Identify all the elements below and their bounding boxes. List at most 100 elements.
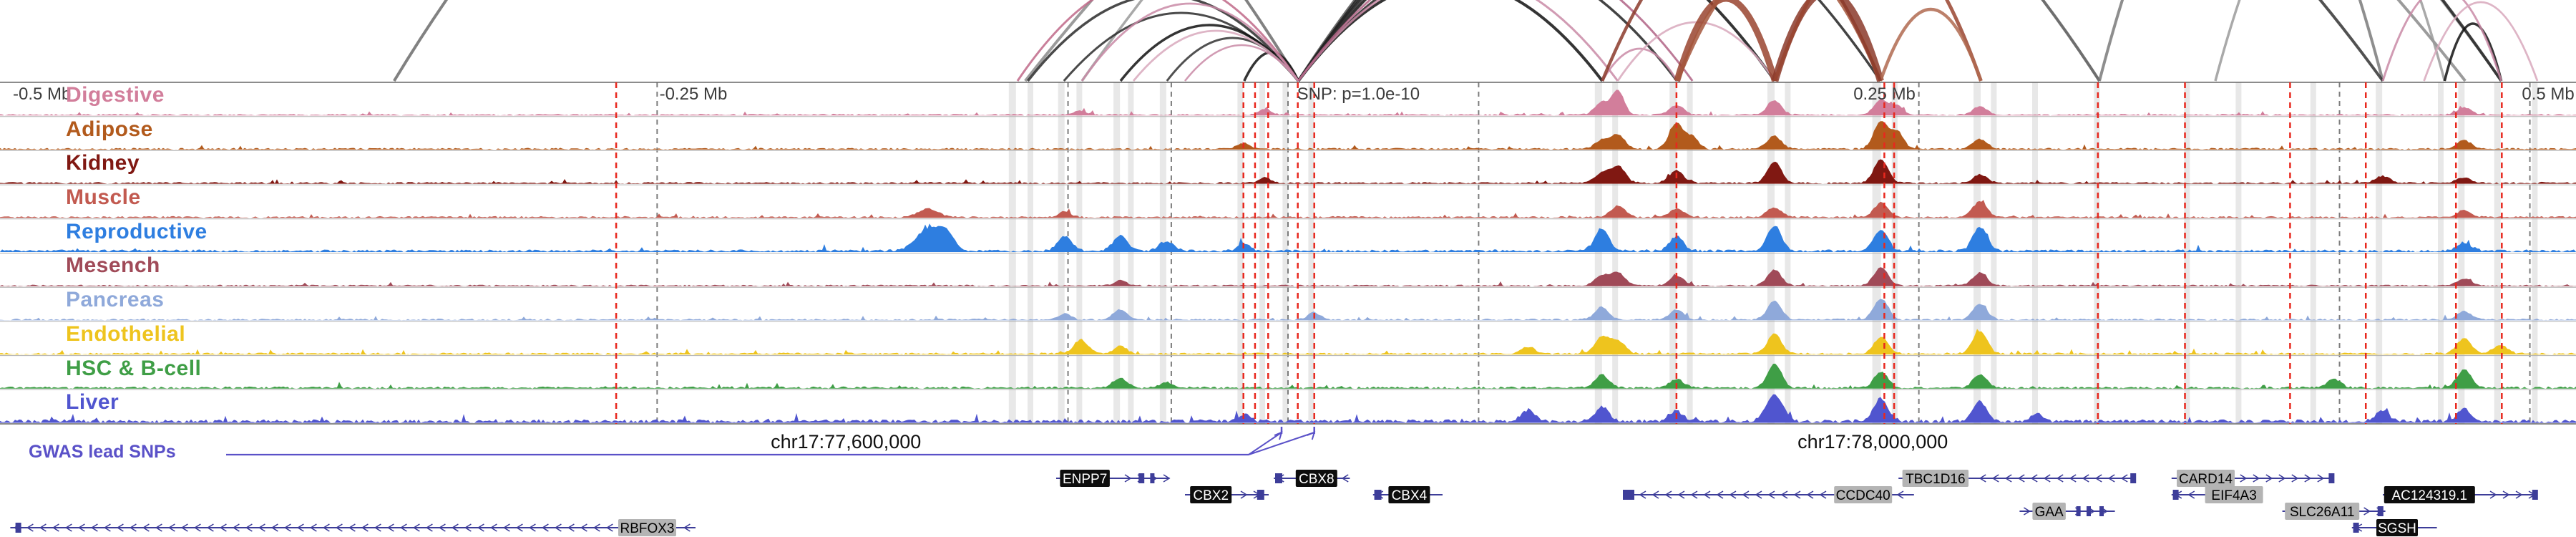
gwas-pointer-layer (226, 427, 1316, 456)
interaction-arc[interactable] (2381, 0, 2503, 82)
interaction-arc[interactable] (1674, 0, 1778, 82)
gene-enpp7[interactable]: ENPP7 (1056, 470, 1171, 487)
interaction-arc[interactable] (1297, 0, 2384, 82)
strand-chevron-icon (103, 523, 111, 532)
strand-chevron-icon (361, 523, 369, 532)
interaction-arc[interactable] (1297, 0, 2503, 82)
interaction-arc[interactable] (2423, 1, 2539, 82)
strand-chevron-icon (2082, 474, 2089, 483)
gene-label-box (1388, 486, 1430, 503)
strand-chevron-icon (1793, 490, 1801, 499)
gene-exon (1257, 490, 1264, 500)
interaction-arc[interactable] (1773, 0, 1983, 82)
interaction-arc[interactable] (2443, 22, 2503, 82)
gene-label: CARD14 (2179, 472, 2233, 487)
strand-chevron-icon (2120, 474, 2128, 483)
strand-chevron-icon (451, 523, 459, 532)
strand-chevron-icon (2004, 474, 2012, 483)
gene-label: CCDC40 (1836, 488, 1890, 503)
strand-chevron-icon (1780, 490, 1788, 499)
gene-label: ENPP7 (1063, 472, 1107, 487)
gene-eif4a3[interactable]: EIF4A3 (2171, 486, 2263, 503)
gene-sgsh[interactable]: SGSH (2351, 519, 2437, 536)
gene-tbc1d16[interactable]: TBC1D16 (1898, 470, 2137, 487)
strand-chevron-icon (412, 523, 420, 532)
strand-chevron-icon (2278, 474, 2286, 483)
interaction-arc[interactable] (1297, 0, 1882, 82)
strand-chevron-icon (541, 523, 549, 532)
strand-chevron-icon (528, 523, 536, 532)
strand-chevron-icon (270, 523, 278, 532)
strand-chevron-icon (2502, 490, 2510, 499)
strand-chevron-icon (283, 523, 291, 532)
gene-card14[interactable]: CARD14 (2171, 470, 2335, 487)
strand-chevron-icon (129, 523, 137, 532)
gene-label: TBC1D16 (1906, 472, 1965, 487)
interaction-arc[interactable] (1184, 44, 1299, 82)
strand-chevron-icon (348, 523, 356, 532)
gene-exon (1150, 473, 1155, 483)
strand-chevron-icon (567, 523, 575, 532)
gene-cbx2[interactable]: CBX2 (1185, 486, 1269, 503)
gene-ac124319-1[interactable]: AC124319.1 (2383, 486, 2538, 503)
gene-cbx8[interactable]: CBX8 (1274, 470, 1350, 487)
gene-cbx4[interactable]: CBX4 (1372, 486, 1443, 503)
strand-chevron-icon (1806, 490, 1814, 499)
strand-chevron-icon (1755, 490, 1762, 499)
interaction-arc[interactable] (1080, 2, 1299, 82)
gene-exon (1623, 490, 1634, 500)
gene-label: SGSH (2378, 521, 2416, 536)
strand-chevron-icon (1240, 490, 1248, 499)
interaction-arc[interactable] (1297, 0, 1694, 82)
interaction-arc[interactable] (1016, 0, 1299, 82)
gene-exon (1138, 473, 1145, 483)
strand-chevron-icon (52, 523, 59, 532)
interaction-arc[interactable] (1297, 0, 1604, 82)
gene-label-box (2177, 470, 2235, 487)
gene-label: GAA (2035, 505, 2064, 520)
strand-chevron-icon (2094, 474, 2102, 483)
gene-rbfox3[interactable]: RBFOX3 (10, 519, 696, 536)
track-label-pancreas: Pancreas (66, 288, 165, 311)
strand-chevron-icon (296, 523, 304, 532)
interaction-arc[interactable] (1878, 8, 1983, 82)
strand-chevron-icon (77, 523, 85, 532)
gene-label: CBX2 (1193, 488, 1229, 503)
gene-gaa[interactable]: GAA (2019, 503, 2115, 520)
gene-label-box (2285, 503, 2360, 520)
axis-tick-0-5mb: 0.5 Mb (2522, 84, 2575, 104)
gene-slc26a11[interactable]: SLC26A11 (2282, 503, 2386, 520)
strand-chevron-icon (309, 523, 317, 532)
strand-chevron-icon (1664, 490, 1672, 499)
gene-exon (2099, 506, 2104, 516)
interaction-arc[interactable] (1243, 51, 1299, 82)
interaction-arc[interactable] (1027, 0, 1299, 82)
strand-chevron-icon (386, 523, 394, 532)
track-label-kidney: Kidney (66, 151, 140, 175)
coordinate-label-right: chr17:78,000,000 (1797, 431, 1948, 453)
strand-chevron-icon (232, 523, 240, 532)
strand-chevron-icon (2069, 474, 2077, 483)
gene-label-box (1902, 470, 1969, 487)
strand-chevron-icon (374, 523, 381, 532)
strand-chevron-icon (464, 523, 472, 532)
gridlines-layer (0, 82, 2576, 425)
strand-chevron-icon (322, 523, 330, 532)
interaction-arc[interactable] (2098, 0, 2384, 82)
strand-chevron-icon (1767, 490, 1775, 499)
interaction-arc[interactable] (1601, 47, 1678, 82)
gene-ccdc40[interactable]: CCDC40 (1623, 486, 1914, 503)
strand-chevron-icon (2030, 474, 2038, 483)
strand-chevron-icon (2056, 474, 2064, 483)
strand-chevron-icon (438, 523, 446, 532)
gene-exon (2172, 490, 2179, 500)
gwas-lead-snps-label: GWAS lead SNPs (29, 442, 176, 462)
gene-exon (2532, 490, 2538, 500)
gene-label-box (2205, 486, 2263, 503)
strand-chevron-icon (1124, 474, 1132, 483)
strand-chevron-icon (2107, 474, 2115, 483)
interaction-arc[interactable] (1297, 0, 2101, 82)
strand-chevron-icon (64, 523, 72, 532)
interaction-arc[interactable] (1297, 0, 1619, 82)
